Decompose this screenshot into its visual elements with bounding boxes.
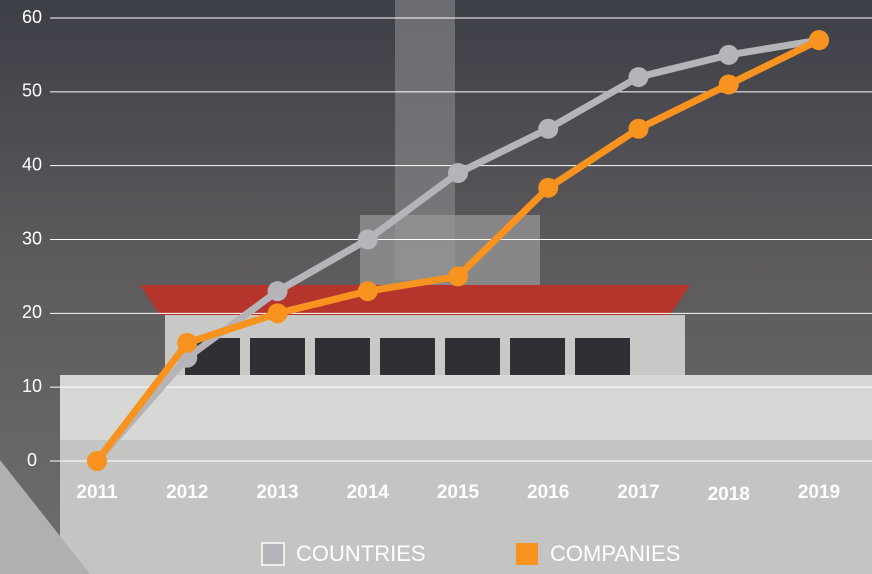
point (448, 266, 468, 287)
legend-label: COUNTRIES (296, 541, 426, 566)
y-tick-label: 20 (22, 302, 42, 322)
x-tick-label: 2018 (708, 484, 750, 505)
point (538, 118, 559, 139)
point (267, 303, 288, 324)
point (718, 44, 739, 65)
y-tick-label: 10 (22, 376, 42, 396)
x-tick-label: 2016 (527, 482, 569, 503)
point (87, 451, 107, 471)
point (267, 281, 288, 302)
point (357, 281, 378, 302)
x-tick-label: 2012 (166, 482, 208, 503)
point (628, 67, 649, 88)
y-tick-label: 40 (22, 154, 42, 174)
legend-label: COMPANIES (550, 541, 680, 566)
x-tick-label: 2014 (347, 482, 390, 503)
x-tick-label: 2017 (617, 482, 659, 503)
x-tick-label: 2011 (76, 482, 118, 503)
y-tick-label: 60 (22, 7, 42, 27)
legend-swatch (261, 542, 285, 566)
point (628, 118, 649, 139)
legend-swatch (516, 543, 538, 565)
point (718, 74, 739, 95)
point (538, 177, 559, 198)
point (448, 163, 468, 184)
x-tick-label: 2013 (256, 482, 298, 503)
y-tick-label: 50 (22, 81, 42, 101)
y-tick-label: 30 (22, 228, 42, 248)
x-tick-label: 2015 (437, 482, 480, 503)
point (357, 229, 378, 250)
point (177, 332, 198, 353)
y-tick-label: 0 (27, 450, 37, 470)
point (809, 30, 829, 51)
x-tick-label: 2019 (798, 482, 840, 503)
